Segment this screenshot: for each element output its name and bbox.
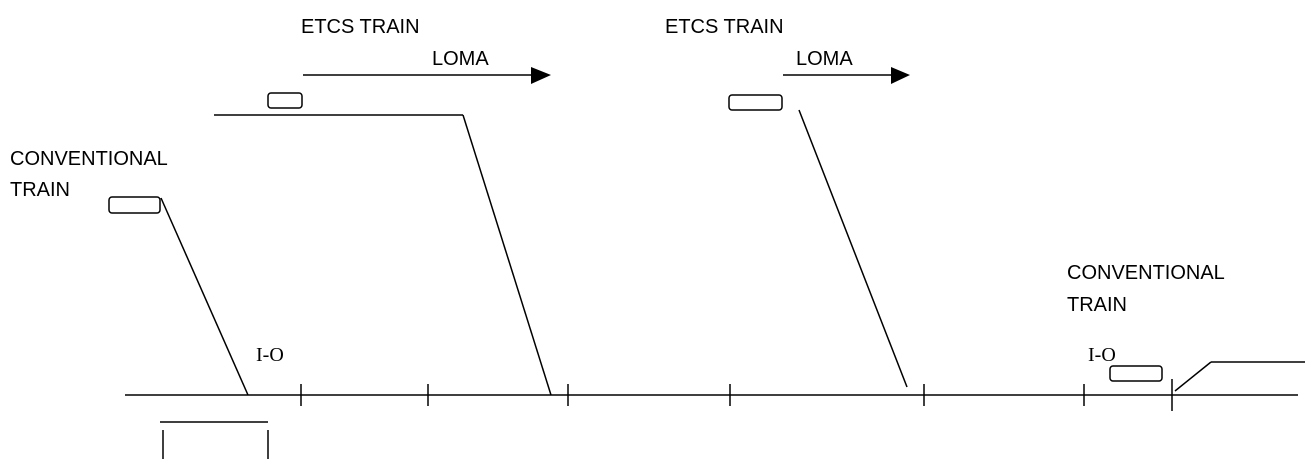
etcs-train-1-link [462,114,552,396]
conventional-train-right-link [1174,361,1212,392]
loma-1-arrow-head-icon [531,67,551,84]
etcs-train-2-label: ETCS TRAIN [665,16,784,38]
etcs-train-1-icon [267,92,303,109]
conventional-train-right-label: CONVENTIONAL TRAIN [1067,262,1230,316]
loma-2-label: LOMA [796,48,853,70]
conventional-train-left-label-line-1: CONVENTIONAL [10,148,168,170]
loma-1-label: LOMA [432,48,489,70]
loma-2-arrow-head-icon [891,67,910,84]
conventional-train-left-link [160,197,249,396]
conventional-train-right-label-line-2: TRAIN [1067,294,1127,316]
conventional-train-right-label-line-1: CONVENTIONAL [1067,262,1225,284]
conventional-train-left-label-line-2: TRAIN [10,179,70,201]
conventional-train-right-icon [1109,365,1163,382]
io-right-label: I-O [1088,344,1116,366]
io-left-label: I-O [256,344,284,366]
conventional-train-left-label: CONVENTIONAL TRAIN [10,148,173,201]
etcs-train-1-label: ETCS TRAIN [301,16,420,38]
etcs-train-2-link [798,109,908,388]
conventional-train-left-icon [108,196,161,214]
etcs-train-2-icon [728,94,783,111]
